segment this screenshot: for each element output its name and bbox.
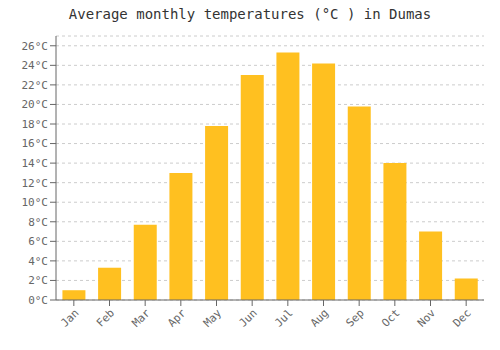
svg-text:6°C: 6°C	[28, 235, 48, 248]
svg-text:Aug: Aug	[308, 306, 331, 329]
svg-text:Nov: Nov	[415, 306, 439, 330]
svg-text:22°C: 22°C	[22, 79, 49, 92]
svg-text:Mar: Mar	[130, 306, 154, 330]
svg-text:10°C: 10°C	[22, 196, 49, 209]
svg-text:26°C: 26°C	[22, 40, 49, 53]
svg-text:0°C: 0°C	[28, 294, 48, 307]
svg-text:Jun: Jun	[237, 306, 260, 329]
svg-text:Jul: Jul	[272, 306, 295, 329]
svg-text:8°C: 8°C	[28, 216, 48, 229]
svg-text:May: May	[201, 306, 225, 330]
svg-text:Feb: Feb	[94, 306, 117, 329]
svg-text:16°C: 16°C	[22, 137, 49, 150]
html-text:Average monthly temperatures (: Average monthly temperatures (°C ) in Du…	[68, 6, 432, 22]
svg-text:12°C: 12°C	[22, 177, 49, 190]
svg-text:14°C: 14°C	[22, 157, 49, 170]
svg-text:Jan: Jan	[58, 306, 81, 329]
svg-text:Apr: Apr	[165, 306, 189, 330]
svg-text:4°C: 4°C	[28, 255, 48, 268]
svg-text:18°C: 18°C	[22, 118, 49, 131]
svg-text:20°C: 20°C	[22, 98, 49, 111]
svg-text:2°C: 2°C	[28, 274, 48, 287]
svg-text:Sep: Sep	[344, 306, 367, 329]
svg-text:24°C: 24°C	[22, 59, 49, 72]
svg-text:Dec: Dec	[451, 306, 474, 329]
svg-text:Oct: Oct	[379, 306, 402, 329]
